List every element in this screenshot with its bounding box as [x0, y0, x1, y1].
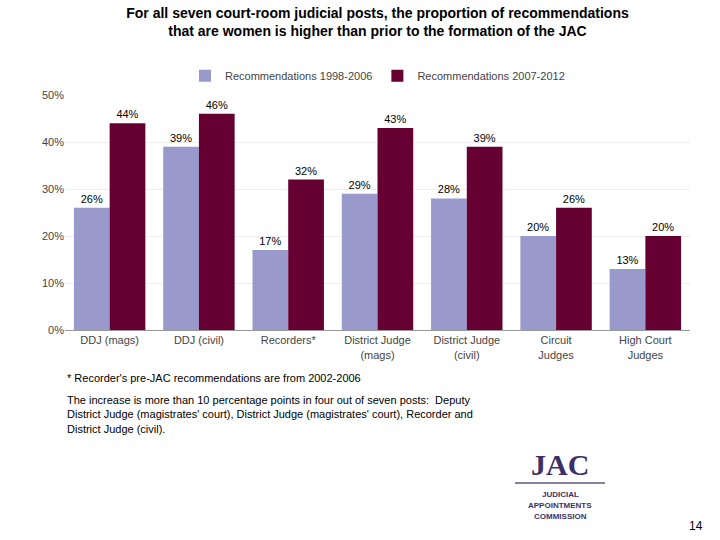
svg-text:COMMISSION: COMMISSION [534, 512, 587, 521]
svg-text:Recorders*: Recorders* [261, 334, 317, 346]
svg-text:JUDICIAL: JUDICIAL [542, 490, 579, 499]
svg-text:JAC: JAC [531, 448, 589, 481]
svg-text:Recommendations 2007-2012: Recommendations 2007-2012 [417, 70, 564, 82]
svg-text:43%: 43% [384, 113, 406, 125]
svg-text:26%: 26% [563, 193, 585, 205]
svg-text:13%: 13% [616, 254, 638, 266]
svg-text:32%: 32% [295, 165, 317, 177]
svg-text:40%: 40% [42, 136, 64, 148]
svg-text:39%: 39% [170, 132, 192, 144]
svg-text:46%: 46% [206, 99, 228, 111]
svg-text:20%: 20% [527, 221, 549, 233]
svg-text:44%: 44% [116, 108, 138, 120]
svg-text:High CourtJudges: High CourtJudges [619, 334, 672, 360]
svg-text:Recommendations 1998-2006: Recommendations 1998-2006 [225, 70, 372, 82]
svg-text:20%: 20% [652, 221, 674, 233]
svg-text:26%: 26% [81, 193, 103, 205]
svg-text:District Judge(civil): District Judge(civil) [433, 334, 500, 360]
svg-text:20%: 20% [42, 230, 64, 242]
svg-text:30%: 30% [42, 183, 64, 195]
svg-text:17%: 17% [259, 235, 281, 247]
svg-text:DDJ (mags): DDJ (mags) [80, 334, 139, 346]
svg-text:CircuitJudges: CircuitJudges [538, 334, 574, 360]
svg-text:50%: 50% [42, 89, 64, 101]
svg-text:DDJ (civil): DDJ (civil) [174, 334, 224, 346]
svg-text:District Judge(mags): District Judge(mags) [344, 334, 411, 360]
svg-text:28%: 28% [438, 183, 460, 195]
svg-text:14: 14 [689, 519, 703, 533]
svg-text:APPOINTMENTS: APPOINTMENTS [528, 501, 592, 510]
svg-text:39%: 39% [474, 132, 496, 144]
svg-text:0%: 0% [48, 324, 64, 336]
svg-text:10%: 10% [42, 277, 64, 289]
svg-text:* Recorder's pre-JAC recommend: * Recorder's pre-JAC recommendations are… [67, 372, 361, 384]
svg-text:The increase is more than 10 p: The increase is more than 10 percentage … [67, 394, 473, 435]
svg-text:For all seven court-room judic: For all seven court-room judicial posts,… [126, 5, 629, 39]
svg-text:29%: 29% [349, 179, 371, 191]
